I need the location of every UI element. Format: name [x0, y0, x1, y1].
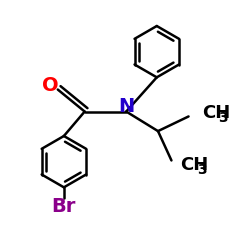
Text: N: N: [118, 97, 134, 116]
Text: CH: CH: [202, 104, 230, 122]
Text: O: O: [42, 76, 59, 96]
Text: 3: 3: [197, 163, 207, 177]
Text: 3: 3: [218, 111, 228, 125]
Text: CH: CH: [180, 156, 208, 174]
Text: Br: Br: [52, 198, 76, 216]
